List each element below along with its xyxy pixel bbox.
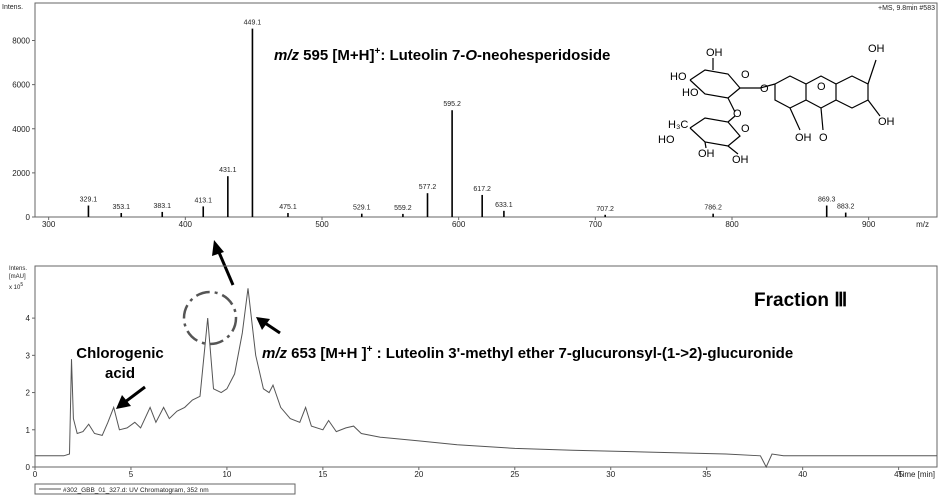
atom-label: OH — [706, 47, 723, 59]
x-tick-label: 40 — [798, 470, 807, 479]
peak-label: 633.1 — [495, 202, 513, 209]
compound-label: Chlorogenic — [76, 345, 164, 362]
atom-label: O — [741, 123, 750, 135]
y-tick-label: 0 — [26, 213, 31, 222]
peak-label: 413.1 — [194, 197, 212, 204]
legend-label: #302_GBB_01_327.d: UV Chromatogram, 352 … — [63, 487, 209, 494]
peak-label: 883.2 — [837, 204, 855, 211]
x-tick-label: 20 — [414, 470, 423, 479]
peak-label: 329.1 — [80, 197, 98, 204]
y-tick-label: 6000 — [12, 81, 30, 90]
peak-label: 617.2 — [473, 186, 491, 193]
peak-label: 869.3 — [818, 197, 836, 204]
peak-label: 707.2 — [596, 206, 614, 213]
x-tick-label: 30 — [606, 470, 615, 479]
y-multiplier-base: x 10 — [9, 285, 21, 291]
arrows — [116, 240, 281, 409]
peak-label: 475.1 — [279, 204, 297, 211]
y-tick-label: 0 — [26, 463, 31, 472]
atom-label: OH — [732, 154, 749, 166]
y-axis-label: Intens. — [2, 4, 23, 11]
trace — [35, 288, 937, 469]
x-tick-label: 45 — [894, 470, 903, 479]
x-tick-label: 35 — [702, 470, 711, 479]
annotation-bottom: m/z 653 [M+H ]+ : Luteolin 3'-methyl eth… — [262, 344, 793, 362]
peak-label: 786.2 — [704, 205, 722, 212]
y-multiplier: x 105 — [9, 282, 23, 291]
atom-label: HO — [670, 71, 687, 83]
y-tick-label: 4000 — [12, 125, 30, 134]
peak-label: 383.1 — [153, 203, 171, 210]
x-tick-label: 10 — [222, 470, 231, 479]
peak-label: 559.2 — [394, 205, 412, 212]
spectrum-info: +MS, 9.8min #583 — [878, 5, 935, 12]
x-tick-label: 900 — [862, 220, 876, 229]
y-tick-label: 4 — [26, 314, 31, 323]
peak-label: 353.1 — [112, 204, 130, 211]
x-tick-label: 600 — [452, 220, 466, 229]
peak-label: 529.1 — [353, 205, 371, 212]
fraction-label: Fraction Ⅲ — [754, 290, 847, 311]
y-tick-label: 1 — [26, 426, 31, 435]
peak-label: 431.1 — [219, 167, 237, 174]
y-axis-label: [mAU] — [9, 274, 26, 280]
atom-label: HO — [658, 134, 675, 146]
x-tick-label: 400 — [179, 220, 193, 229]
annotations: m/z 595 [M+H]+: Luteolin 7-O-neohesperid… — [76, 46, 847, 409]
x-tick-label: 300 — [42, 220, 56, 229]
atom-label: O — [741, 69, 750, 81]
x-tick-label: 500 — [315, 220, 329, 229]
plot-frame — [34, 265, 938, 468]
atom-label: OH — [698, 148, 715, 160]
atom-label: HO — [682, 87, 699, 99]
y-tick-label: 3 — [26, 351, 31, 360]
atom-label: H₃C — [668, 119, 688, 131]
x-tick-label: 25 — [510, 470, 519, 479]
y-tick-label: 8000 — [12, 37, 30, 46]
atom-label: O — [733, 108, 742, 120]
x-tick-label: 800 — [725, 220, 739, 229]
peak-label: 595.2 — [443, 101, 461, 108]
y-tick-label: 2000 — [12, 169, 30, 178]
atom-label: OH — [868, 43, 885, 55]
y-axis-label: Intens. — [9, 266, 27, 272]
legend-box — [34, 483, 296, 495]
atom-label: OH — [878, 116, 895, 128]
peak-label: 449.1 — [244, 20, 262, 27]
x-tick-label: 5 — [129, 470, 134, 479]
highlight-circle — [182, 290, 238, 346]
x-tick-label: 700 — [589, 220, 603, 229]
annotation-top: m/z 595 [M+H]+: Luteolin 7-O-neohesperid… — [274, 46, 610, 64]
x-axis-label: Time [min] — [898, 470, 935, 479]
atom-label: O — [760, 83, 769, 95]
atom-label: OH — [795, 132, 812, 144]
structure: OH HO HO O O O H₃C O HO OH OH O OH O OH … — [658, 43, 895, 166]
x-tick-label: 0 — [33, 470, 38, 479]
atom-label: O — [819, 132, 828, 144]
peak-label: 577.2 — [419, 184, 437, 191]
compound-label: acid — [105, 365, 135, 382]
y-multiplier-exp: 5 — [20, 282, 23, 288]
x-axis-label: m/z — [916, 220, 929, 229]
y-tick-label: 2 — [26, 389, 31, 398]
atom-label: O — [817, 81, 826, 93]
x-tick-label: 15 — [318, 470, 327, 479]
plot-frame — [34, 2, 938, 218]
